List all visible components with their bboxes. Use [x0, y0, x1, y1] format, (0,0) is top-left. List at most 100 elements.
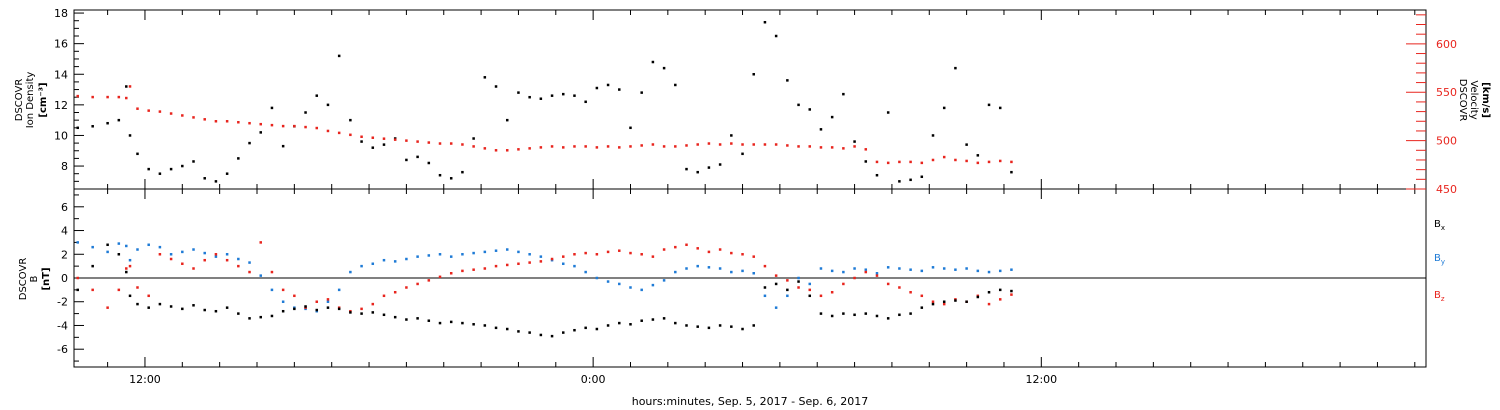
velocity-point: [214, 120, 218, 123]
by-point: [987, 270, 991, 274]
density-point: [752, 73, 755, 76]
density-point: [864, 160, 868, 163]
bx-point: [830, 314, 834, 318]
density-point: [438, 173, 442, 177]
density-point: [1010, 170, 1013, 174]
density-point: [987, 103, 991, 107]
velocity-point: [326, 129, 330, 133]
bx-point: [797, 280, 800, 283]
bx-point: [416, 317, 419, 320]
bx-point: [472, 323, 475, 326]
bx-point: [595, 327, 599, 331]
density-point: [629, 126, 632, 130]
bz-point: [651, 255, 655, 258]
bx-point: [998, 288, 1002, 292]
density-point: [158, 172, 162, 175]
velocity-point: [472, 145, 475, 148]
density-point: [281, 144, 285, 148]
bx-point: [573, 328, 576, 332]
by-point: [998, 269, 1002, 273]
velocity-point: [117, 95, 121, 99]
density-point: [954, 66, 957, 70]
bz-point: [117, 288, 121, 292]
velocity-tick-label: 550: [1436, 86, 1457, 99]
velocity-point: [293, 124, 296, 128]
by-point: [797, 276, 800, 280]
bz-point: [931, 300, 935, 303]
by-point: [91, 245, 94, 249]
bz-point: [270, 270, 274, 274]
bx-point: [842, 312, 845, 315]
by-point: [416, 255, 419, 258]
by-point: [181, 250, 184, 254]
velocity-point: [898, 160, 901, 164]
by-point: [517, 250, 520, 254]
bz-point: [808, 288, 812, 292]
by-point: [528, 253, 531, 256]
by-point: [730, 270, 733, 274]
bz-point: [225, 258, 229, 262]
density-tick-label: 16: [54, 38, 68, 51]
legend-by: By: [1434, 253, 1445, 266]
bx-point: [741, 327, 744, 331]
b-tick-label: -4: [57, 319, 68, 332]
by-point: [461, 253, 464, 256]
bx-point: [774, 282, 778, 286]
density-point: [550, 94, 554, 97]
b-tick-label: -6: [57, 343, 68, 356]
by-point: [853, 267, 856, 270]
bz-point: [382, 294, 386, 298]
bx-point: [304, 305, 307, 308]
by-point: [696, 264, 699, 268]
velocity-point: [128, 85, 132, 88]
bz-point: [730, 251, 733, 255]
bz-point: [942, 302, 946, 306]
density-point: [931, 134, 935, 137]
bx-point: [106, 243, 109, 247]
by-point: [875, 272, 879, 275]
bx-point: [763, 286, 767, 289]
velocity-point: [886, 161, 890, 165]
velocity-point: [752, 143, 755, 146]
data-markers: [76, 20, 1013, 338]
by-point: [774, 306, 778, 309]
by-point: [640, 288, 643, 292]
by-point: [763, 294, 767, 298]
density-point: [942, 106, 946, 110]
bz-point: [909, 290, 912, 294]
bx-point: [76, 288, 79, 292]
bx-point: [449, 320, 453, 324]
velocity-point: [147, 109, 150, 112]
bx-point: [898, 313, 901, 317]
density-point: [427, 161, 431, 165]
bx-point: [483, 324, 487, 327]
velocity-point: [864, 148, 868, 151]
density-point: [730, 134, 733, 137]
bz-point: [203, 258, 206, 262]
density-point: [214, 180, 218, 183]
velocity-point: [169, 112, 173, 115]
density-point: [128, 134, 132, 137]
bz-point: [192, 267, 195, 270]
bz-point: [147, 294, 150, 298]
density-point: [573, 94, 576, 97]
density-point: [830, 115, 834, 119]
by-point: [965, 267, 968, 270]
bx-point: [864, 312, 868, 315]
bx-point: [225, 306, 229, 309]
bx-point: [147, 306, 150, 309]
bx-point: [169, 305, 173, 308]
velocity-point: [371, 136, 375, 139]
bx-point: [494, 326, 498, 330]
density-point: [494, 85, 498, 88]
bz-point: [181, 262, 184, 266]
bz-point: [674, 245, 677, 249]
density-point: [696, 170, 699, 174]
bx-point: [651, 318, 655, 321]
by-point: [203, 251, 206, 255]
bx-point: [931, 302, 935, 306]
bx-point: [976, 295, 980, 299]
bx-point: [954, 299, 957, 302]
bx-point: [584, 326, 587, 330]
velocity-point: [674, 145, 677, 148]
